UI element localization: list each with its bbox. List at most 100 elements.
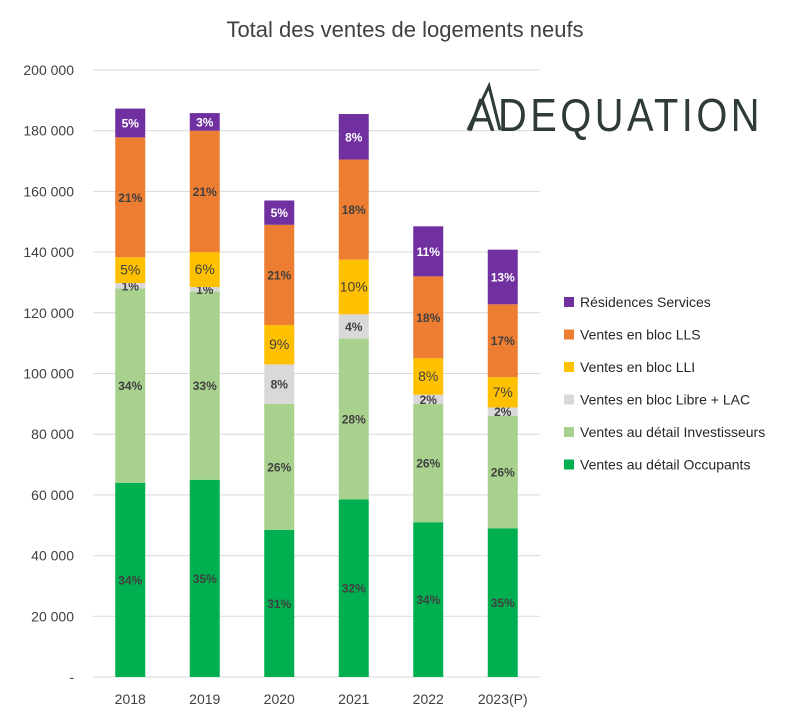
y-tick-label: 40 000 [31,548,74,564]
bar-data-label: 2% [420,393,438,407]
bar-data-label: 8% [345,130,363,144]
bar-segment [189,130,220,253]
bar-data-label: 5% [271,206,289,220]
bar-segment [487,249,518,305]
bar-segment [115,108,146,138]
y-tick-label: 180 000 [23,123,74,139]
bar-data-label: 18% [416,311,440,325]
bar-segment [413,358,444,395]
legend-item: Ventes au détail Investisseurs [564,424,765,440]
bar-segment [413,226,444,277]
bar-data-label: 6% [195,261,215,277]
legend-label: Ventes au détail Investisseurs [580,424,765,440]
bar-segment [413,522,444,677]
bar-data-label: 11% [417,245,441,259]
bar-segment [189,113,220,131]
bar-segment [264,324,295,365]
bar-segment [338,114,369,160]
bar-data-label: 8% [418,368,438,384]
legend-item: Ventes au détail Occupants [564,457,750,473]
bar-data-label: 8% [271,378,289,392]
bar-segment [264,403,295,530]
bar-segment [487,304,518,378]
bar-data-label: 26% [416,457,440,471]
bar-segment [487,407,518,416]
bar-segment [189,479,220,677]
bar-segment [115,283,146,289]
y-tick-label: 200 000 [23,62,74,78]
bar-data-label: 5% [122,116,140,130]
bar-segment [115,137,146,258]
legend-label: Résidences Services [580,294,711,310]
logo-wordmark: ADEQUATION [468,89,763,141]
bar-segment [338,159,369,260]
bar-segment [115,288,146,483]
bar-segment [115,257,146,284]
bar-data-label: 35% [193,572,217,586]
bar-segment [338,314,369,339]
bar-data-label: 4% [345,320,363,334]
legend-swatch [564,427,574,437]
legend-swatch [564,297,574,307]
y-tick-label: 120 000 [23,305,74,321]
y-tick-label: 160 000 [23,183,74,199]
bar-segment [115,482,146,677]
bar-segment [338,338,369,500]
bar-data-label: 35% [491,596,515,610]
bar-segment [338,259,369,315]
bar-data-label: 17% [491,334,515,348]
bar-data-label: 10% [340,279,368,295]
legend-swatch [564,329,574,340]
bar-segment [189,252,220,288]
bar-data-label: 26% [267,460,291,474]
y-tick-label: 20 000 [31,608,74,624]
bar-segment [338,499,369,677]
gridlines [93,69,540,678]
bar-data-label: 3% [196,115,214,129]
bar-segment [413,403,444,523]
bar-data-label: 7% [493,384,513,400]
logo-a-mark [466,81,502,131]
legend-item: Ventes en bloc Libre + LAC [564,392,750,408]
bar-data-label: 34% [416,593,440,607]
x-tick-label: 2019 [189,691,220,707]
bar-data-label: 34% [118,573,142,587]
bar-data-label: 32% [342,582,366,596]
bar-segment [487,528,518,677]
bar-data-label: 13% [491,270,515,284]
y-tick-label: 100 000 [23,366,74,382]
bar-data-label: 31% [267,597,291,611]
bar-data-label: 9% [269,336,289,352]
y-tick-label: - [69,669,74,685]
y-tick-label: 140 000 [23,244,74,260]
bar-data-label: 21% [118,191,142,205]
legend-label: Ventes au détail Occupants [580,457,750,473]
bar-data-label: 34% [118,379,142,393]
bar-segment [487,415,518,529]
bar-segment [264,224,295,325]
x-tick-label: 2020 [264,691,295,707]
bar-segment [264,529,295,677]
chart-title: Total des ventes de logements neufs [226,17,583,42]
adequation-logo: ADEQUATION [466,81,763,141]
bar-data-label: 21% [193,185,217,199]
bar-segment [413,276,444,359]
bar-data-label: 21% [267,268,291,282]
legend-label: Ventes en bloc LLI [580,359,695,375]
legend-label: Ventes en bloc LLS [580,327,701,343]
bars: 34%34%1%5%21%5%35%33%1%6%21%3%31%26%8%9%… [115,108,518,677]
legend: Résidences Services Ventes en bloc LLS Ven… [564,294,765,473]
bar-data-label: 33% [193,379,217,393]
legend-swatch [564,459,574,470]
x-tick-label: 2018 [115,691,146,707]
bar-data-label: 28% [342,413,366,427]
bar-data-label: 5% [120,262,140,278]
x-tick-label: 2021 [338,691,369,707]
y-axis-ticks: - 20 000 40 000 60 000 80 000 100 000 120 000 1… [23,62,74,685]
bar-data-label: 2% [494,405,512,419]
bar-segment [413,394,444,404]
bar-segment [264,200,295,225]
x-axis-ticks: 2018 2019 2020 2021 2022 2023(P) [115,691,528,707]
legend-label: Ventes en bloc Libre + LAC [580,392,750,408]
